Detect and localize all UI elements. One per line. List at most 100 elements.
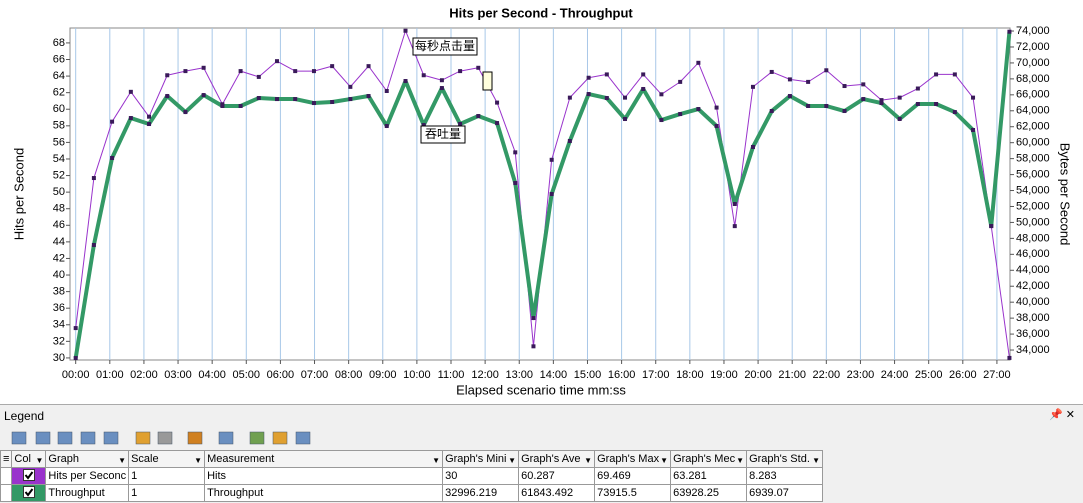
- data-point: [384, 124, 389, 129]
- data-point: [787, 77, 792, 82]
- data-point: [623, 116, 628, 121]
- x-tick-label: 20:00: [744, 369, 772, 381]
- annotation: 吞吐量: [425, 127, 461, 141]
- x-tick-label: 19:00: [710, 369, 738, 381]
- y2-tick-label: 62,000: [1016, 121, 1050, 133]
- y-tick-label: 54: [53, 153, 65, 165]
- dropdown[interactable]: ▼: [736, 456, 745, 465]
- column-header[interactable]: Col ▼: [11, 450, 47, 468]
- data-point: [274, 59, 279, 64]
- dropdown[interactable]: ▼: [660, 456, 669, 465]
- y-tick-label: 60: [53, 103, 65, 115]
- y-tick-label: 30: [53, 352, 65, 364]
- data-point: [750, 84, 755, 89]
- column-header[interactable]: Graph's Mini ▼: [442, 450, 520, 468]
- tool-button[interactable]: [135, 431, 151, 445]
- data-point: [348, 84, 353, 89]
- x-tick-label: 21:00: [778, 369, 806, 381]
- legend-row[interactable]: Hits per Seconc 1 Hits 30 60.287 69.469 63.281…: [0, 467, 824, 485]
- dropdown[interactable]: ▼: [35, 456, 44, 465]
- data-point: [842, 84, 847, 89]
- tool-button[interactable]: [272, 431, 288, 445]
- data-point: [495, 100, 500, 105]
- data-point: [659, 118, 664, 123]
- tool-button[interactable]: [187, 431, 203, 445]
- cell: Throughput: [45, 484, 130, 502]
- pin-close[interactable]: 📌 ✕: [1049, 409, 1075, 421]
- data-point: [567, 95, 572, 100]
- x-tick-label: 08:00: [335, 369, 363, 381]
- data-point: [238, 103, 243, 108]
- column-header[interactable]: Graph's Std. ▼: [746, 450, 824, 468]
- column-header[interactable]: Graph ▼: [45, 450, 130, 468]
- data-point: [806, 79, 811, 84]
- data-point: [750, 144, 755, 149]
- data-point: [128, 89, 133, 94]
- column-header[interactable]: Graph's Max ▼: [594, 450, 672, 468]
- tool-button[interactable]: [35, 431, 51, 445]
- x-tick-label: 05:00: [233, 369, 261, 381]
- tool-button[interactable]: [295, 431, 311, 445]
- cell: Hits per Seconc: [45, 467, 130, 485]
- column-title: Graph's Std.: [749, 453, 810, 465]
- data-point: [604, 96, 609, 101]
- tool-button[interactable]: [103, 431, 119, 445]
- y-tick-label: 38: [53, 286, 65, 298]
- tool-button[interactable]: [249, 431, 265, 445]
- y2-tick-label: 56,000: [1016, 168, 1050, 180]
- dropdown[interactable]: ▼: [118, 456, 127, 465]
- x-tick-label: 26:00: [949, 369, 977, 381]
- checkbox[interactable]: [22, 485, 35, 498]
- checkbox[interactable]: [22, 468, 35, 481]
- data-point: [678, 79, 683, 84]
- data-point: [934, 102, 939, 107]
- column-header[interactable]: Graph's Ave ▼: [518, 450, 596, 468]
- dropdown[interactable]: ▼: [584, 456, 593, 465]
- y2-tick-label: 64,000: [1016, 105, 1050, 117]
- data-point: [256, 96, 261, 101]
- column-header[interactable]: Graph's Mec ▼: [670, 450, 748, 468]
- chart: Hits per Second - Throughput Elapsed sce…: [11, 5, 1072, 397]
- column-header[interactable]: Measurement ▼: [204, 450, 444, 468]
- data-point: [769, 109, 774, 114]
- cell: 32996.219: [442, 484, 520, 502]
- x-axis-label: Elapsed scenario time mm:ss: [456, 382, 626, 397]
- y2-tick-label: 42,000: [1016, 280, 1050, 292]
- tool-button[interactable]: [80, 431, 96, 445]
- tool-button[interactable]: [11, 431, 27, 445]
- x-tick-label: 03:00: [164, 369, 192, 381]
- dropdown[interactable]: ▼: [508, 456, 517, 465]
- data-point: [897, 95, 902, 100]
- y-tick-label: 40: [53, 269, 65, 281]
- data-point: [330, 64, 335, 69]
- data-point: [531, 344, 536, 349]
- data-point: [311, 101, 316, 106]
- data-point: [915, 86, 920, 91]
- dropdown[interactable]: ▼: [812, 456, 821, 465]
- y-tick-label: 58: [53, 120, 65, 132]
- data-point: [256, 74, 261, 79]
- tool-button[interactable]: [157, 431, 173, 445]
- dropdown[interactable]: ▼: [194, 456, 203, 465]
- data-point: [641, 87, 646, 92]
- y-tick-label: 52: [53, 169, 65, 181]
- data-point: [147, 122, 152, 127]
- data-point: [513, 150, 518, 155]
- x-tick-label: 06:00: [267, 369, 295, 381]
- data-point: [421, 73, 426, 78]
- column-header[interactable]: Scale ▼: [128, 450, 206, 468]
- annotation-box: [412, 37, 478, 56]
- y2-tick-label: 60,000: [1016, 137, 1050, 149]
- data-point: [549, 192, 554, 197]
- tool-button[interactable]: [57, 431, 73, 445]
- tool-button[interactable]: [218, 431, 234, 445]
- data-point: [1007, 355, 1012, 360]
- data-point: [458, 122, 463, 127]
- legend-row[interactable]: Throughput 1 Throughput 32996.219 61843.492 7…: [0, 484, 824, 502]
- x-tick-label: 04:00: [198, 369, 226, 381]
- data-point: [696, 107, 701, 112]
- data-point: [110, 155, 115, 160]
- dropdown[interactable]: ▼: [432, 456, 441, 465]
- data-point: [952, 72, 957, 77]
